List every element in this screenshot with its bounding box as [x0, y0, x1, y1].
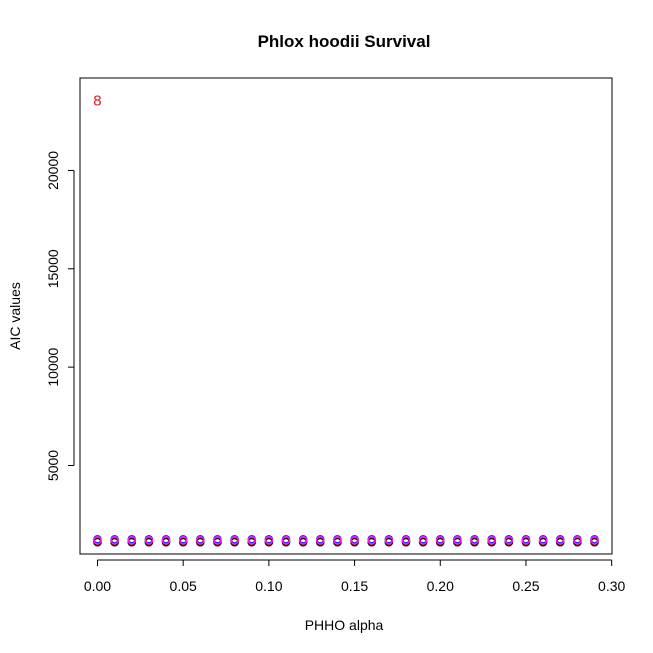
data-point — [453, 535, 462, 545]
x-tick-label: 0.15 — [341, 578, 368, 594]
data-point — [178, 535, 188, 545]
data-point — [521, 535, 531, 545]
y-axis-label: AIC values — [7, 282, 23, 350]
data-point — [590, 535, 599, 545]
data-point — [333, 535, 342, 545]
data-point — [384, 535, 394, 545]
data-point — [127, 535, 137, 545]
x-axis: 0.00 0.05 0.10 0.15 0.20 0.25 0.30 — [84, 559, 625, 594]
data-point — [281, 535, 291, 545]
data-point — [93, 535, 102, 545]
x-tick-label: 0.05 — [170, 578, 197, 594]
annotation-label: 8 — [93, 93, 101, 110]
data-point — [298, 535, 308, 545]
x-tick-label: 0.30 — [598, 578, 625, 594]
y-axis: 5000 10000 15000 20000 — [45, 151, 75, 481]
x-tick-label: 0.10 — [255, 578, 282, 594]
data-point — [418, 535, 428, 545]
data-point — [487, 535, 496, 545]
plot-area-frame — [79, 77, 613, 555]
data-point — [367, 535, 377, 545]
data-point — [315, 535, 325, 545]
chart-title: Phlox hoodii Survival — [258, 32, 431, 51]
data-point — [573, 535, 582, 545]
data-point — [213, 535, 222, 545]
data-point — [247, 535, 257, 545]
y-tick-label: 5000 — [45, 450, 61, 481]
data-point — [196, 535, 205, 545]
data-point — [538, 535, 548, 545]
data-point — [504, 535, 514, 545]
y-tick-label: 20000 — [45, 151, 61, 190]
x-axis-label: PHHO alpha — [305, 617, 384, 633]
data-point — [230, 535, 239, 545]
data-point — [401, 535, 411, 545]
data-points — [93, 534, 599, 547]
data-point — [144, 535, 154, 545]
annotations: 8 — [93, 93, 101, 110]
y-tick-label: 10000 — [45, 347, 61, 386]
data-point — [555, 535, 565, 545]
data-point — [264, 535, 274, 545]
x-tick-label: 0.00 — [84, 578, 111, 594]
data-point — [161, 535, 171, 545]
x-tick-label: 0.25 — [512, 578, 539, 594]
x-tick-label: 0.20 — [427, 578, 454, 594]
data-point — [350, 535, 359, 545]
data-point — [435, 535, 445, 545]
data-point — [470, 535, 479, 545]
data-point — [110, 535, 119, 545]
y-tick-label: 15000 — [45, 249, 61, 288]
